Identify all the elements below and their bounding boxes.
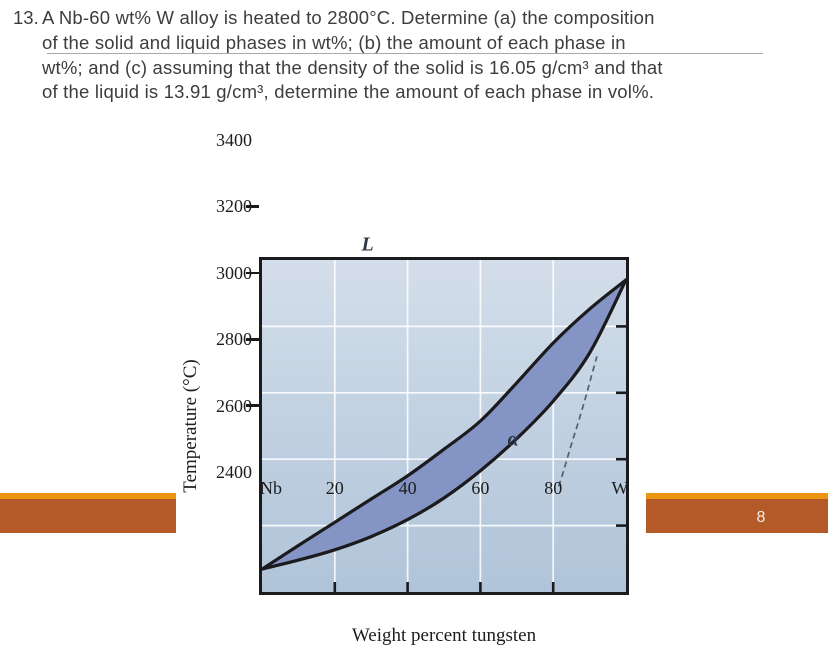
y-tick-outer-left [246,404,259,407]
phase-diagram-canvas [262,260,626,592]
question-line-4: of the liquid is 13.91 g/cm³, determine … [42,81,655,103]
page-number: 8 [756,509,766,526]
y-tick-label: 2600 [216,395,252,416]
liquidus-curve [262,278,626,571]
y-tick-outer-left [246,205,259,208]
footer-bar-right-body [646,499,828,533]
footer-bar-left [0,493,176,533]
x-tick-label: 80 [544,478,563,498]
underline-rule [47,53,763,54]
y-tick-label: 2800 [216,329,252,350]
dashed-curve [557,356,598,487]
footer-bar-left-body [0,499,176,533]
x-tick-label: 40 [398,478,417,498]
region-label-α: α [507,428,519,451]
question-text: A Nb-60 wt% W alloy is heated to 2800°C.… [42,6,814,105]
phase-diagram: Weight percent tungsten Temperature (°C)… [0,120,828,646]
footer-bar-left-stripe [0,493,176,499]
region-label-L: L [361,233,374,256]
x-tick-label: W [611,478,629,498]
x-axis-title: Weight percent tungsten [351,625,537,646]
plot-area [259,257,629,595]
y-tick-outer-left [246,338,259,341]
footer-bar-right [646,493,828,533]
y-tick-label: 3000 [216,262,252,283]
question-line-3: wt%; and (c) assuming that the density o… [42,56,663,78]
y-tick-label: 2400 [216,462,252,482]
x-tick-label: Nb [260,478,282,498]
footer-bar-right-stripe [646,493,828,499]
x-tick-label: 20 [325,478,344,498]
x-tick-label: 60 [471,478,490,498]
question-line-2: of the solid and liquid phases in wt%; (… [42,31,626,53]
question-number: 13. [13,7,39,28]
question-line-1: A Nb-60 wt% W alloy is heated to 2800°C.… [42,7,655,28]
y-tick-label: 3200 [216,196,252,217]
y-tick-label: 3400 [216,130,252,150]
y-tick-outer-left [246,271,259,275]
